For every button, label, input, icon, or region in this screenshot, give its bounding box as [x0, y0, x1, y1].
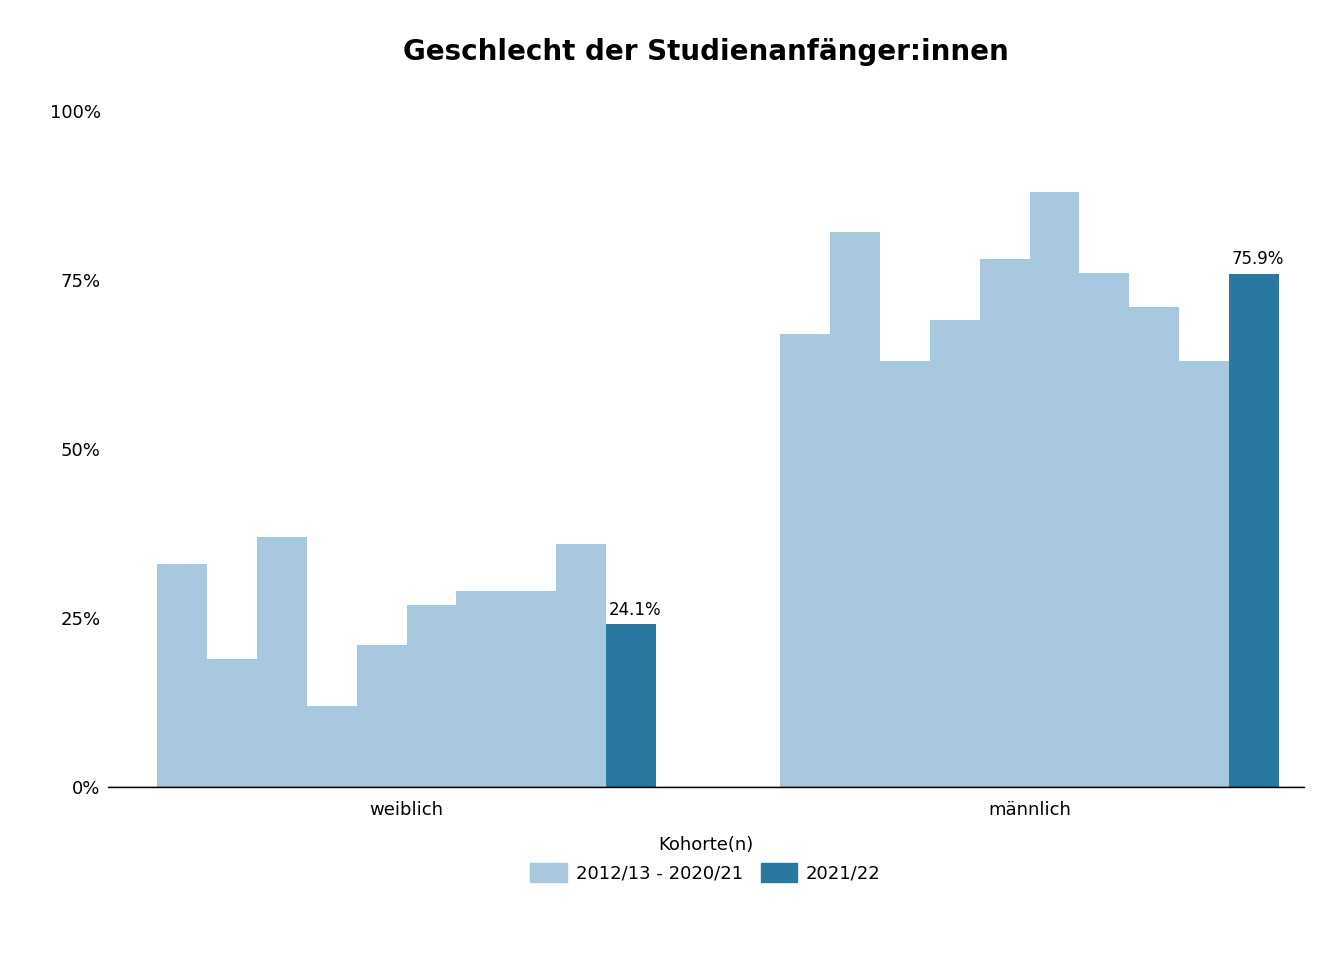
Bar [556, 543, 606, 787]
Bar [831, 232, 880, 787]
Bar [356, 645, 407, 787]
Legend: 2012/13 - 2020/21, 2021/22: 2012/13 - 2020/21, 2021/22 [521, 828, 890, 892]
Bar [930, 321, 980, 787]
Bar [1179, 361, 1228, 787]
Bar [257, 537, 306, 787]
Bar [406, 605, 457, 787]
Bar [157, 564, 207, 787]
Bar [1079, 273, 1129, 787]
Bar [306, 706, 356, 787]
Bar [606, 624, 656, 787]
Bar [1129, 307, 1179, 787]
Bar [781, 334, 831, 787]
Bar [507, 591, 556, 787]
Bar [980, 259, 1030, 787]
Text: 24.1%: 24.1% [609, 601, 661, 619]
Bar [880, 361, 930, 787]
Bar [1228, 274, 1278, 787]
Bar [1030, 192, 1079, 787]
Title: Geschlecht der Studienanfänger:innen: Geschlecht der Studienanfänger:innen [403, 38, 1008, 66]
Bar [457, 591, 507, 787]
Bar [207, 659, 257, 787]
Text: 75.9%: 75.9% [1231, 251, 1284, 268]
